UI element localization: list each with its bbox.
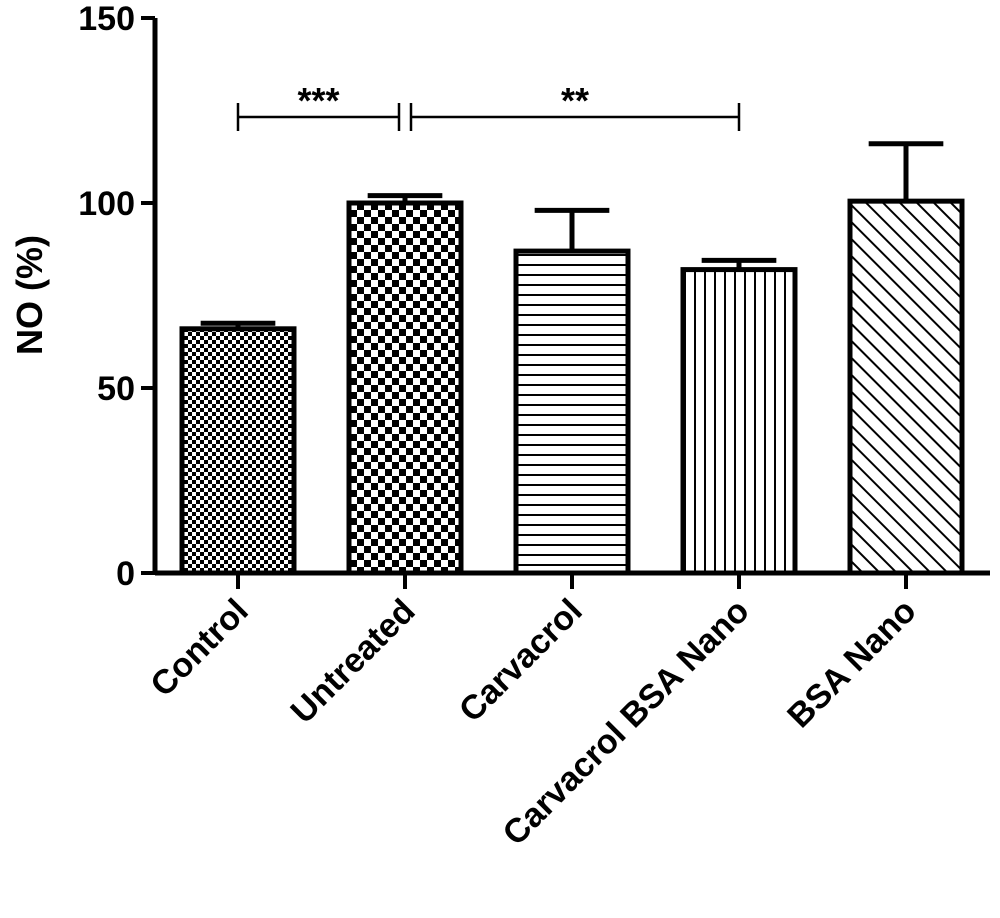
significance-label: *** — [297, 80, 339, 121]
y-axis: 0 50 100 150 — [78, 0, 158, 593]
x-tick-label: Untreated — [284, 592, 423, 731]
x-tick-label: Carvacrol — [452, 592, 590, 730]
x-tick-label: Control — [143, 592, 255, 704]
bar — [513, 248, 631, 576]
significance-annotations: *** ** — [236, 80, 741, 131]
bar — [179, 326, 297, 576]
y-axis-label: NO (%) — [9, 235, 50, 355]
y-tick-label: 150 — [78, 0, 135, 38]
x-tick-label: BSA Nano — [780, 592, 924, 736]
significance-label: ** — [561, 80, 589, 121]
y-tick-label: 0 — [116, 555, 135, 593]
y-tick-label: 50 — [97, 370, 135, 408]
bars — [179, 198, 965, 576]
bar — [346, 200, 464, 576]
error-bars — [200, 141, 944, 329]
y-tick-label: 100 — [78, 185, 135, 223]
bar — [680, 267, 798, 576]
bar — [847, 198, 965, 576]
